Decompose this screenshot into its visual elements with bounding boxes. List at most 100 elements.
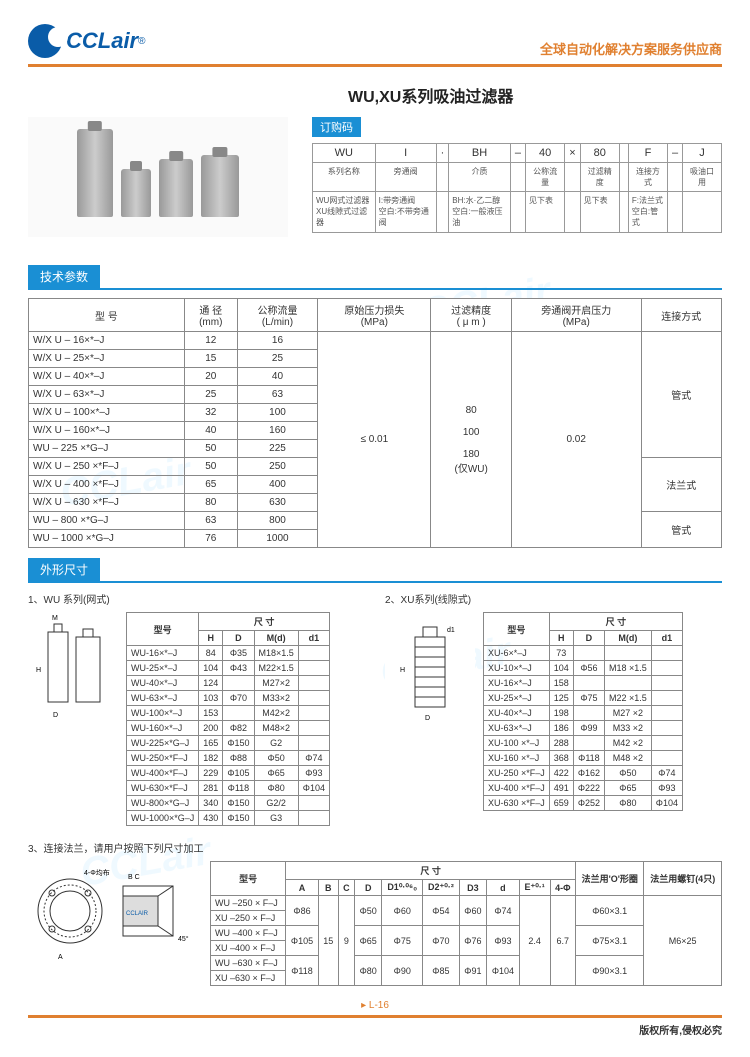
spec-col: 过滤精度( μ m )	[431, 299, 511, 332]
order-code-block: 订购码 WUI·BH–40×80F–J 系列名称旁通阀介质公称流量过滤精度连接方…	[312, 117, 722, 237]
order-code-cell: BH	[449, 144, 511, 163]
xu-row: XU-100 ×*–J288M42 ×2	[484, 736, 683, 751]
svg-text:45°: 45°	[178, 935, 189, 943]
spec-conn: 管式	[641, 332, 721, 458]
order-desc-cell: BH:水·乙二醇空白:一般液压油	[449, 192, 511, 233]
svg-text:d1: d1	[447, 627, 455, 634]
wu-row: WU-100×*–J153M42×2	[127, 706, 330, 721]
wu-row: WU-800×*G–J340Φ150G2/2	[127, 796, 330, 811]
order-header: 订购码	[312, 117, 361, 137]
wu-row: WU-225×*G–J165Φ150G2	[127, 736, 330, 751]
spec-col: 连接方式	[641, 299, 721, 332]
flange-title: 3、连接法兰，请用户按照下列尺寸加工	[28, 840, 722, 855]
header-slogan: 全球自动化解决方案服务供应商	[540, 39, 722, 58]
xu-drawing: H Dd1	[385, 612, 475, 732]
wu-row: WU-25×*–J104Φ43M22×1.5	[127, 661, 330, 676]
xu-row: XU-10×*–J104Φ56M18 ×1.5	[484, 661, 683, 676]
svg-text:D: D	[425, 715, 430, 722]
order-label-cell: 连接方式	[628, 163, 667, 192]
wu-row: WU-40×*–J124M27×2	[127, 676, 330, 691]
order-code-cell: 80	[580, 144, 619, 163]
wu-row: WU-16×*–J84Φ35M18×1.5	[127, 646, 330, 661]
order-desc-cell: 见下表	[580, 192, 619, 233]
order-label-cell: 介质	[449, 163, 511, 192]
order-label-cell	[510, 163, 525, 192]
dims-section-header: 外形尺寸	[28, 558, 100, 581]
wu-drawing: HDM	[28, 612, 118, 732]
order-code-cell: ·	[436, 144, 449, 163]
order-desc-cell	[619, 192, 628, 233]
flange-row: WU –250 × F–J Φ86159 Φ50Φ60Φ54 Φ60Φ742.4…	[211, 896, 722, 911]
order-desc-cell: WU网式过滤器XU线隙式过滤器	[313, 192, 376, 233]
order-code-cell: I	[375, 144, 436, 163]
order-code-table: WUI·BH–40×80F–J 系列名称旁通阀介质公称流量过滤精度连接方式吸油口…	[312, 143, 722, 233]
order-code-cell: –	[667, 144, 682, 163]
xu-row: XU-250 ×*F–J422Φ162Φ50Φ74	[484, 766, 683, 781]
svg-text:4-Φ均布: 4-Φ均布	[84, 868, 110, 877]
spec-section-header: 技术参数	[28, 265, 100, 288]
order-code-cell: WU	[313, 144, 376, 163]
spec-conn: 管式	[641, 512, 721, 548]
svg-text:B C: B C	[128, 874, 140, 881]
xu-dim-title: 2、XU系列(线隙式)	[385, 591, 722, 606]
order-desc-cell: F:法兰式空白:管式	[628, 192, 667, 233]
spec-col: 型 号	[29, 299, 185, 332]
svg-text:H: H	[400, 667, 405, 674]
order-code-cell: –	[510, 144, 525, 163]
logo-text: CCLair	[66, 28, 138, 54]
spec-row: W/X U – 16×*–J1216≤ 0.01 80100180(仅WU) 0…	[29, 332, 722, 350]
xu-row: XU-25×*–J125Φ75M22 ×1.5	[484, 691, 683, 706]
order-desc-cell	[667, 192, 682, 233]
order-desc-cell: 见下表	[525, 192, 564, 233]
spec-table: 型 号通 径(mm)公称流量(L/min)原始压力损失(MPa)过滤精度( μ …	[28, 298, 722, 548]
order-desc-cell	[565, 192, 580, 233]
order-code-cell: ×	[565, 144, 580, 163]
wu-dim-title: 1、WU 系列(网式)	[28, 591, 365, 606]
order-desc-cell	[436, 192, 449, 233]
svg-text:A: A	[58, 954, 63, 961]
xu-row: XU-160 ×*–J368Φ118M48 ×2	[484, 751, 683, 766]
wu-row: WU-400×*F–J229Φ105Φ65Φ93	[127, 766, 330, 781]
xu-row: XU-6×*–J73	[484, 646, 683, 661]
page-title: WU,XU系列吸油过滤器	[348, 83, 722, 107]
order-label-cell	[667, 163, 682, 192]
logo-reg: ®	[138, 36, 145, 47]
svg-text:M: M	[52, 615, 58, 622]
svg-text:H: H	[36, 667, 41, 674]
order-label-cell	[619, 163, 628, 192]
xu-row: XU-63×*–J186Φ99M33 ×2	[484, 721, 683, 736]
wu-row: WU-63×*–J103Φ70M33×2	[127, 691, 330, 706]
xu-row: XU-400 ×*F–J491Φ222Φ65Φ93	[484, 781, 683, 796]
spec-col: 公称流量(L/min)	[237, 299, 317, 332]
order-code-cell: F	[628, 144, 667, 163]
xu-dim-table: 型号尺 寸 HDM(d)d1 XU-6×*–J73XU-10×*–J104Φ56…	[483, 612, 683, 811]
logo: CCLair ®	[28, 24, 146, 58]
page-number: ▸ L-16	[28, 1000, 722, 1011]
wu-row: WU-250×*F–J182Φ88Φ50Φ74	[127, 751, 330, 766]
order-label-cell	[565, 163, 580, 192]
xu-row: XU-40×*–J198M27 ×2	[484, 706, 683, 721]
logo-mark	[28, 24, 62, 58]
flange-table: 型号尺 寸法兰用'O'形圈法兰用螺钉(4只) ABCDD1⁰·⁰⁶₀D2⁺⁰·²…	[210, 861, 722, 986]
flange-drawing: A B C 45° 4-Φ均布 CCLAIR	[28, 861, 198, 974]
order-label-cell: 过滤精度	[580, 163, 619, 192]
wu-dim-table: 型号尺 寸 HDM(d)d1 WU-16×*–J84Φ35M18×1.5WU-2…	[126, 612, 330, 826]
wu-row: WU-160×*–J200Φ82M48×2	[127, 721, 330, 736]
product-image	[28, 117, 288, 237]
order-code-cell	[619, 144, 628, 163]
order-label-cell	[436, 163, 449, 192]
xu-row: XU-16×*–J158	[484, 676, 683, 691]
order-label-cell: 吸油口用	[683, 163, 722, 192]
order-code-cell: 40	[525, 144, 564, 163]
spec-loss: ≤ 0.01	[318, 332, 431, 548]
wu-row: WU-630×*F–J281Φ118Φ80Φ104	[127, 781, 330, 796]
wu-row: WU-1000×*G–J430Φ150G3	[127, 811, 330, 826]
page-header: CCLair ® 全球自动化解决方案服务供应商	[28, 24, 722, 67]
spec-col: 旁通阀开启压力(MPa)	[511, 299, 641, 332]
xu-row: XU-630 ×*F–J659Φ252Φ80Φ104	[484, 796, 683, 811]
order-label-cell: 公称流量	[525, 163, 564, 192]
spec-precision: 80100180(仅WU)	[431, 332, 511, 548]
svg-text:CCLAIR: CCLAIR	[126, 911, 149, 917]
order-label-cell: 系列名称	[313, 163, 376, 192]
spec-col: 通 径(mm)	[184, 299, 237, 332]
